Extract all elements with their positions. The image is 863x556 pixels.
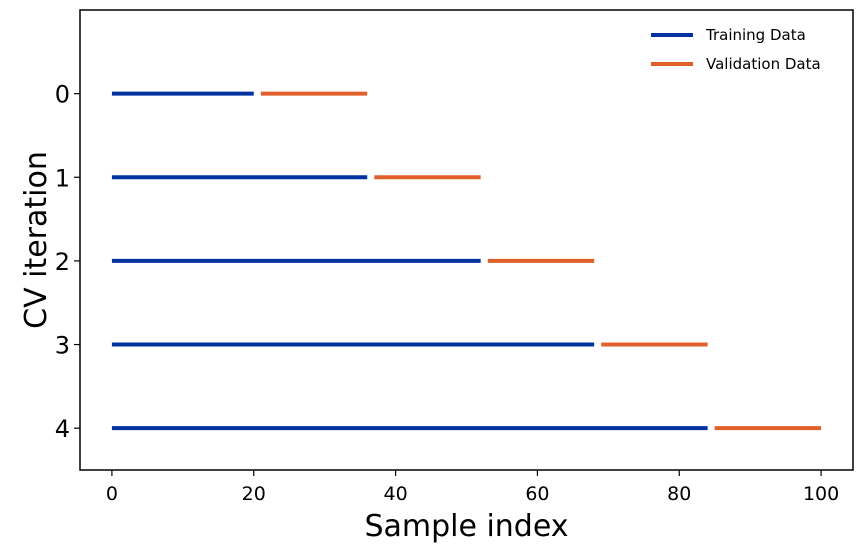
x-tick-label: 60 — [525, 483, 549, 505]
y-axis: 0 1 2 3 4 — [55, 81, 80, 443]
plot-frame — [79, 9, 854, 471]
x-axis-label: Sample index — [364, 509, 568, 544]
series-layer — [111, 91, 822, 431]
x-axis: 0 20 40 60 80 100 — [106, 470, 839, 505]
x-tick-label: 20 — [242, 483, 266, 505]
y-tick-label: 0 — [55, 81, 70, 109]
legend-label-training: Training Data — [705, 26, 806, 44]
x-tick-label: 100 — [803, 483, 839, 505]
y-tick-label: 1 — [55, 164, 70, 192]
legend-label-validation: Validation Data — [706, 55, 821, 73]
x-tick-label: 0 — [106, 483, 118, 505]
x-tick-label: 80 — [667, 483, 691, 505]
y-tick-label: 2 — [55, 248, 70, 276]
y-axis-label: CV iteration — [19, 151, 54, 329]
y-tick-label: 4 — [55, 415, 70, 443]
y-tick-label: 3 — [55, 332, 70, 360]
x-tick-label: 40 — [383, 483, 407, 505]
legend: Training Data Validation Data — [651, 26, 821, 73]
